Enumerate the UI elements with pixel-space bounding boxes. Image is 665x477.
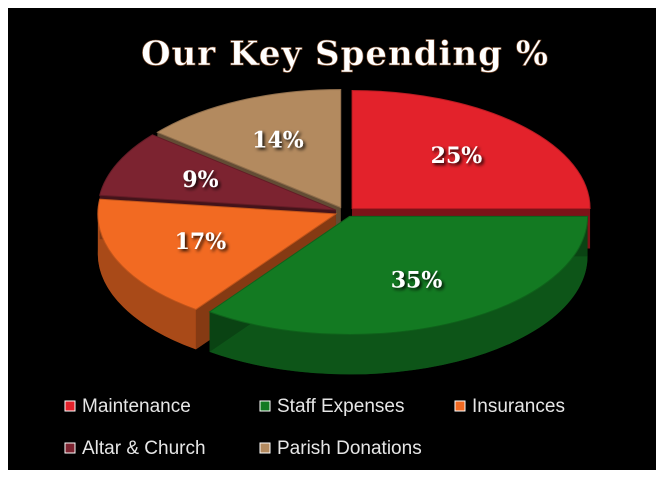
value-label: 17% bbox=[175, 229, 227, 255]
value-label: 14% bbox=[252, 127, 304, 153]
legend-swatch bbox=[259, 442, 271, 454]
legend-swatch bbox=[454, 400, 466, 412]
slice bbox=[208, 215, 589, 335]
slice bbox=[156, 89, 342, 209]
slice bbox=[351, 89, 591, 209]
chart-title: Our Key Spending % bbox=[141, 34, 549, 74]
value-label: 35% bbox=[391, 268, 443, 294]
value-label: 25% bbox=[431, 143, 483, 169]
legend-swatch bbox=[64, 400, 76, 412]
legend-label: Parish Donations bbox=[277, 438, 422, 459]
legend-label: Altar & Church bbox=[82, 438, 206, 459]
slice-wall bbox=[209, 216, 588, 375]
legend-swatch bbox=[64, 442, 76, 454]
slice-wall bbox=[97, 213, 196, 350]
legend-label: Maintenance bbox=[82, 396, 191, 417]
legend-label: Insurances bbox=[472, 396, 565, 417]
legend-label: Staff Expenses bbox=[277, 396, 404, 417]
value-label: 9% bbox=[182, 167, 218, 193]
slice bbox=[99, 134, 337, 211]
slice bbox=[97, 198, 338, 310]
legend-swatch bbox=[259, 400, 271, 412]
